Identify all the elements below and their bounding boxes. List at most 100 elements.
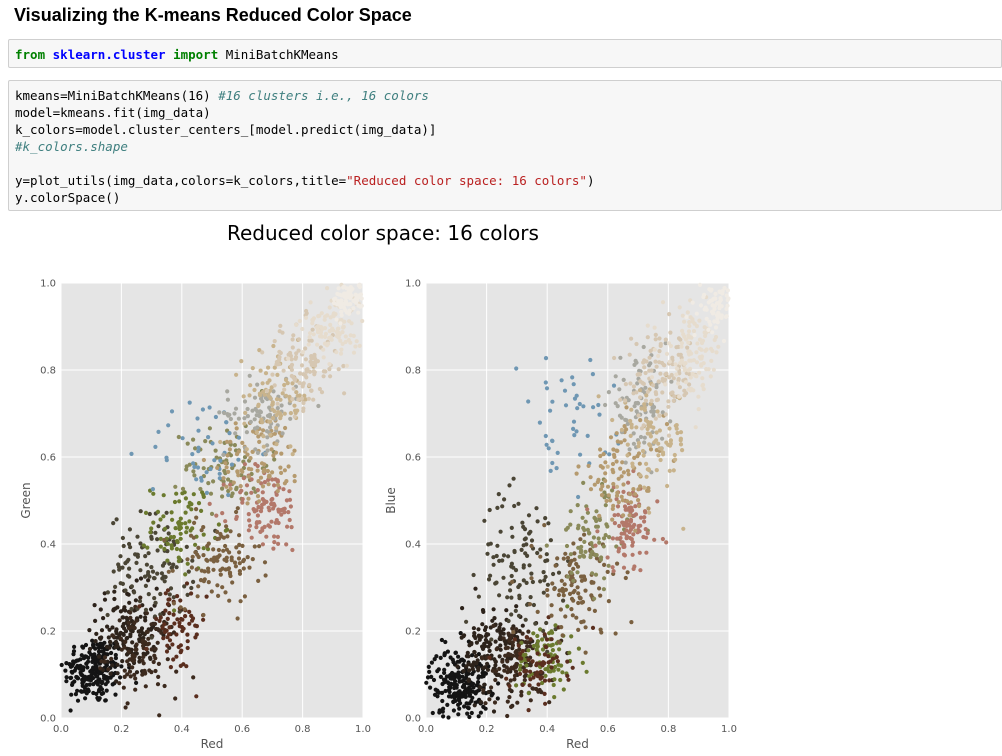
- scatter-point: [716, 344, 721, 349]
- scatter-point: [301, 406, 306, 411]
- scatter-point: [565, 574, 571, 579]
- scatter-point: [555, 659, 561, 664]
- scatter-point: [481, 674, 486, 679]
- scatter-point: [698, 303, 704, 308]
- scatter-point: [155, 548, 160, 553]
- scatter-point: [246, 466, 251, 471]
- scatter-point: [544, 543, 549, 548]
- scatter-point: [265, 468, 270, 474]
- scatter-point: [537, 687, 542, 693]
- scatter-point: [79, 689, 84, 694]
- scatter-point: [143, 583, 148, 589]
- scatter-point: [328, 315, 333, 320]
- scatter-point: [134, 680, 139, 686]
- scatter-point: [270, 477, 275, 482]
- scatter-point: [666, 433, 672, 438]
- scatter-point: [93, 639, 98, 644]
- x-tick-label: 1.0: [355, 724, 371, 735]
- scatter-point: [686, 329, 692, 334]
- scatter-point: [157, 618, 162, 624]
- scatter-point: [331, 301, 337, 306]
- scatter-point: [618, 440, 624, 445]
- scatter-point: [593, 552, 598, 558]
- scatter-point: [174, 654, 179, 659]
- scatter-point: [486, 632, 491, 637]
- scatter-point: [658, 343, 663, 348]
- scatter-point: [241, 557, 247, 563]
- scatter-point: [552, 586, 557, 592]
- scatter-point: [80, 673, 85, 678]
- scatter-point: [218, 458, 223, 463]
- scatter-point: [81, 645, 86, 650]
- scatter-point: [567, 650, 572, 655]
- scatter-point: [308, 300, 313, 305]
- scatter-point: [248, 419, 253, 424]
- scatter-point: [209, 511, 215, 516]
- scatter-point: [620, 498, 626, 503]
- scatter-point: [438, 674, 443, 680]
- scatter-point: [162, 537, 167, 543]
- scatter-point: [126, 662, 132, 667]
- scatter-point: [700, 376, 705, 381]
- scatter-point: [641, 423, 646, 428]
- code-token: ): [586, 173, 595, 188]
- scatter-point: [502, 497, 507, 502]
- scatter-point: [588, 475, 593, 480]
- scatter-point: [72, 644, 77, 650]
- scatter-point: [258, 368, 263, 373]
- scatter-point: [504, 608, 509, 613]
- scatter-point: [105, 652, 110, 657]
- scatter-point: [494, 553, 499, 559]
- scatter-point: [287, 497, 293, 502]
- scatter-point: [478, 634, 483, 639]
- scatter-point: [163, 591, 168, 596]
- scatter-point: [260, 542, 265, 547]
- scatter-point: [334, 317, 339, 322]
- scatter-point: [498, 634, 503, 639]
- scatter-point: [222, 410, 227, 416]
- code-cell-import[interactable]: from sklearn.cluster import MiniBatchKMe…: [8, 39, 1002, 68]
- scatter-point: [257, 439, 262, 444]
- scatter-point: [476, 627, 481, 632]
- scatter-point: [99, 659, 104, 664]
- scatter-point: [615, 536, 620, 541]
- scatter-point: [221, 535, 226, 540]
- scatter-point: [287, 517, 292, 523]
- scatter-point: [232, 443, 237, 448]
- scatter-point: [241, 476, 246, 481]
- scatter-point: [550, 438, 555, 443]
- scatter-point: [456, 690, 461, 695]
- scatter-point: [520, 682, 525, 688]
- scatter-point: [714, 350, 719, 355]
- scatter-point: [360, 318, 365, 324]
- code-cell-kmeans[interactable]: kmeans=MiniBatchKMeans(16) #16 clusters …: [8, 80, 1002, 211]
- scatter-point: [481, 688, 486, 693]
- scatter-point: [194, 515, 199, 520]
- scatter-point: [724, 306, 729, 311]
- scatter-point: [218, 568, 223, 573]
- scatter-point: [87, 646, 93, 652]
- scatter-point: [549, 603, 554, 608]
- scatter-point: [547, 700, 552, 705]
- scatter-point: [617, 387, 622, 392]
- scatter-point: [509, 612, 514, 617]
- scatter-point: [486, 690, 491, 695]
- scatter-point: [665, 483, 670, 489]
- scatter-point: [288, 444, 293, 449]
- scatter-point: [216, 593, 221, 599]
- scatter-point: [505, 595, 510, 600]
- scatter-point: [426, 664, 431, 670]
- scatter-point: [225, 389, 230, 394]
- scatter-point: [263, 371, 269, 376]
- scatter-point: [144, 629, 149, 635]
- scatter-point: [503, 646, 508, 651]
- scatter-point: [546, 521, 551, 526]
- scatter-point: [517, 671, 523, 677]
- scatter-point: [290, 381, 295, 386]
- scatter-point: [588, 555, 593, 560]
- scatter-point: [296, 337, 302, 342]
- scatter-point: [128, 545, 133, 550]
- scatter-point: [594, 524, 599, 529]
- scatter-point: [91, 643, 96, 648]
- scatter-point: [487, 655, 492, 660]
